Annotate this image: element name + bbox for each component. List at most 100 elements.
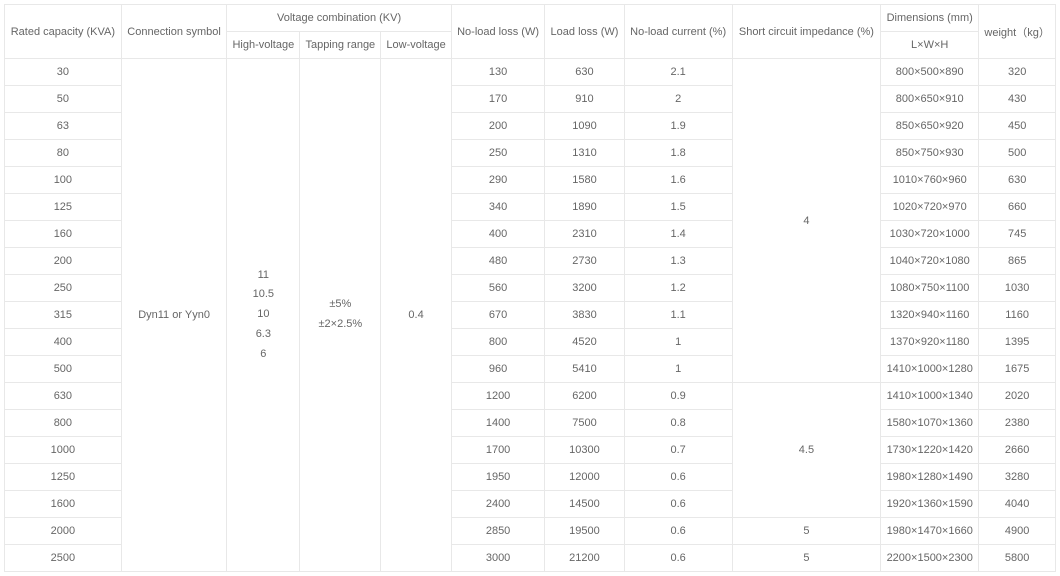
cell-capacity: 160 — [5, 221, 122, 248]
cell-no-load-loss: 1950 — [451, 464, 545, 491]
cell-load-loss: 6200 — [545, 383, 624, 410]
cell-weight: 660 — [979, 194, 1056, 221]
cell-no-load-current: 1.4 — [624, 221, 732, 248]
cell-no-load-current: 1.2 — [624, 275, 732, 302]
cell-load-loss: 4520 — [545, 329, 624, 356]
cell-no-load-loss: 290 — [451, 167, 545, 194]
cell-capacity: 80 — [5, 140, 122, 167]
cell-weight: 1160 — [979, 302, 1056, 329]
cell-no-load-loss: 480 — [451, 248, 545, 275]
cell-weight: 630 — [979, 167, 1056, 194]
cell-load-loss: 3830 — [545, 302, 624, 329]
cell-no-load-current: 0.7 — [624, 437, 732, 464]
cell-no-load-loss: 400 — [451, 221, 545, 248]
cell-load-loss: 910 — [545, 86, 624, 113]
cell-dimensions: 1320×940×1160 — [881, 302, 979, 329]
cell-weight: 500 — [979, 140, 1056, 167]
cell-dimensions: 1730×1220×1420 — [881, 437, 979, 464]
cell-no-load-current: 0.6 — [624, 545, 732, 572]
cell-no-load-current: 0.6 — [624, 464, 732, 491]
cell-weight: 320 — [979, 59, 1056, 86]
cell-no-load-loss: 1700 — [451, 437, 545, 464]
header-short-circuit: Short circuit impedance (%) — [732, 5, 880, 59]
cell-no-load-loss: 2850 — [451, 518, 545, 545]
cell-no-load-current: 1.8 — [624, 140, 732, 167]
cell-dimensions: 850×750×930 — [881, 140, 979, 167]
cell-dimensions: 1040×720×1080 — [881, 248, 979, 275]
cell-no-load-loss: 1400 — [451, 410, 545, 437]
cell-no-load-loss: 250 — [451, 140, 545, 167]
cell-dimensions: 1080×750×1100 — [881, 275, 979, 302]
cell-load-loss: 1090 — [545, 113, 624, 140]
cell-dimensions: 1410×1000×1340 — [881, 383, 979, 410]
cell-capacity: 2500 — [5, 545, 122, 572]
cell-high-voltage: 1110.5106.36 — [227, 59, 300, 572]
header-tapping-range: Tapping range — [300, 32, 381, 59]
header-no-load-current: No-load current (%) — [624, 5, 732, 59]
cell-capacity: 630 — [5, 383, 122, 410]
cell-load-loss: 1580 — [545, 167, 624, 194]
cell-no-load-current: 1 — [624, 329, 732, 356]
cell-dimensions: 1020×720×970 — [881, 194, 979, 221]
cell-weight: 1395 — [979, 329, 1056, 356]
cell-dimensions: 2200×1500×2300 — [881, 545, 979, 572]
cell-capacity: 2000 — [5, 518, 122, 545]
cell-no-load-current: 1.5 — [624, 194, 732, 221]
header-dimensions-sub: L×W×H — [881, 32, 979, 59]
cell-capacity: 315 — [5, 302, 122, 329]
cell-capacity: 200 — [5, 248, 122, 275]
cell-weight: 2020 — [979, 383, 1056, 410]
cell-weight: 745 — [979, 221, 1056, 248]
header-no-load-loss: No-load loss (W) — [451, 5, 545, 59]
cell-capacity: 800 — [5, 410, 122, 437]
table-body: 30Dyn11 or Yyn01110.5106.36±5%±2×2.5%0.4… — [5, 59, 1056, 572]
cell-weight: 430 — [979, 86, 1056, 113]
header-voltage-combination: Voltage combination (KV) — [227, 5, 451, 32]
cell-no-load-loss: 130 — [451, 59, 545, 86]
cell-load-loss: 5410 — [545, 356, 624, 383]
cell-no-load-current: 0.9 — [624, 383, 732, 410]
header-rated-capacity: Rated capacity (KVA) — [5, 5, 122, 59]
cell-load-loss: 10300 — [545, 437, 624, 464]
cell-connection-symbol: Dyn11 or Yyn0 — [121, 59, 227, 572]
cell-weight: 3280 — [979, 464, 1056, 491]
cell-dimensions: 1010×760×960 — [881, 167, 979, 194]
cell-capacity: 1250 — [5, 464, 122, 491]
cell-load-loss: 2310 — [545, 221, 624, 248]
cell-no-load-loss: 340 — [451, 194, 545, 221]
table-row: 30Dyn11 or Yyn01110.5106.36±5%±2×2.5%0.4… — [5, 59, 1056, 86]
cell-weight: 450 — [979, 113, 1056, 140]
cell-weight: 5800 — [979, 545, 1056, 572]
cell-impedance: 4 — [732, 59, 880, 383]
cell-load-loss: 2730 — [545, 248, 624, 275]
cell-no-load-loss: 1200 — [451, 383, 545, 410]
cell-load-loss: 12000 — [545, 464, 624, 491]
cell-load-loss: 1890 — [545, 194, 624, 221]
cell-weight: 4900 — [979, 518, 1056, 545]
cell-weight: 1675 — [979, 356, 1056, 383]
cell-low-voltage: 0.4 — [381, 59, 451, 572]
cell-no-load-loss: 2400 — [451, 491, 545, 518]
cell-capacity: 250 — [5, 275, 122, 302]
header-load-loss: Load loss (W) — [545, 5, 624, 59]
cell-capacity: 125 — [5, 194, 122, 221]
cell-capacity: 100 — [5, 167, 122, 194]
cell-impedance: 4.5 — [732, 383, 880, 518]
cell-no-load-current: 2.1 — [624, 59, 732, 86]
cell-no-load-current: 0.6 — [624, 518, 732, 545]
cell-no-load-loss: 3000 — [451, 545, 545, 572]
cell-dimensions: 1030×720×1000 — [881, 221, 979, 248]
cell-capacity: 1600 — [5, 491, 122, 518]
header-low-voltage: Low-voltage — [381, 32, 451, 59]
cell-load-loss: 1310 — [545, 140, 624, 167]
cell-no-load-current: 0.6 — [624, 491, 732, 518]
cell-dimensions: 1980×1280×1490 — [881, 464, 979, 491]
cell-load-loss: 7500 — [545, 410, 624, 437]
cell-dimensions: 1980×1470×1660 — [881, 518, 979, 545]
cell-no-load-current: 1 — [624, 356, 732, 383]
cell-weight: 2660 — [979, 437, 1056, 464]
cell-capacity: 63 — [5, 113, 122, 140]
cell-tapping-range: ±5%±2×2.5% — [300, 59, 381, 572]
cell-no-load-current: 2 — [624, 86, 732, 113]
cell-weight: 865 — [979, 248, 1056, 275]
